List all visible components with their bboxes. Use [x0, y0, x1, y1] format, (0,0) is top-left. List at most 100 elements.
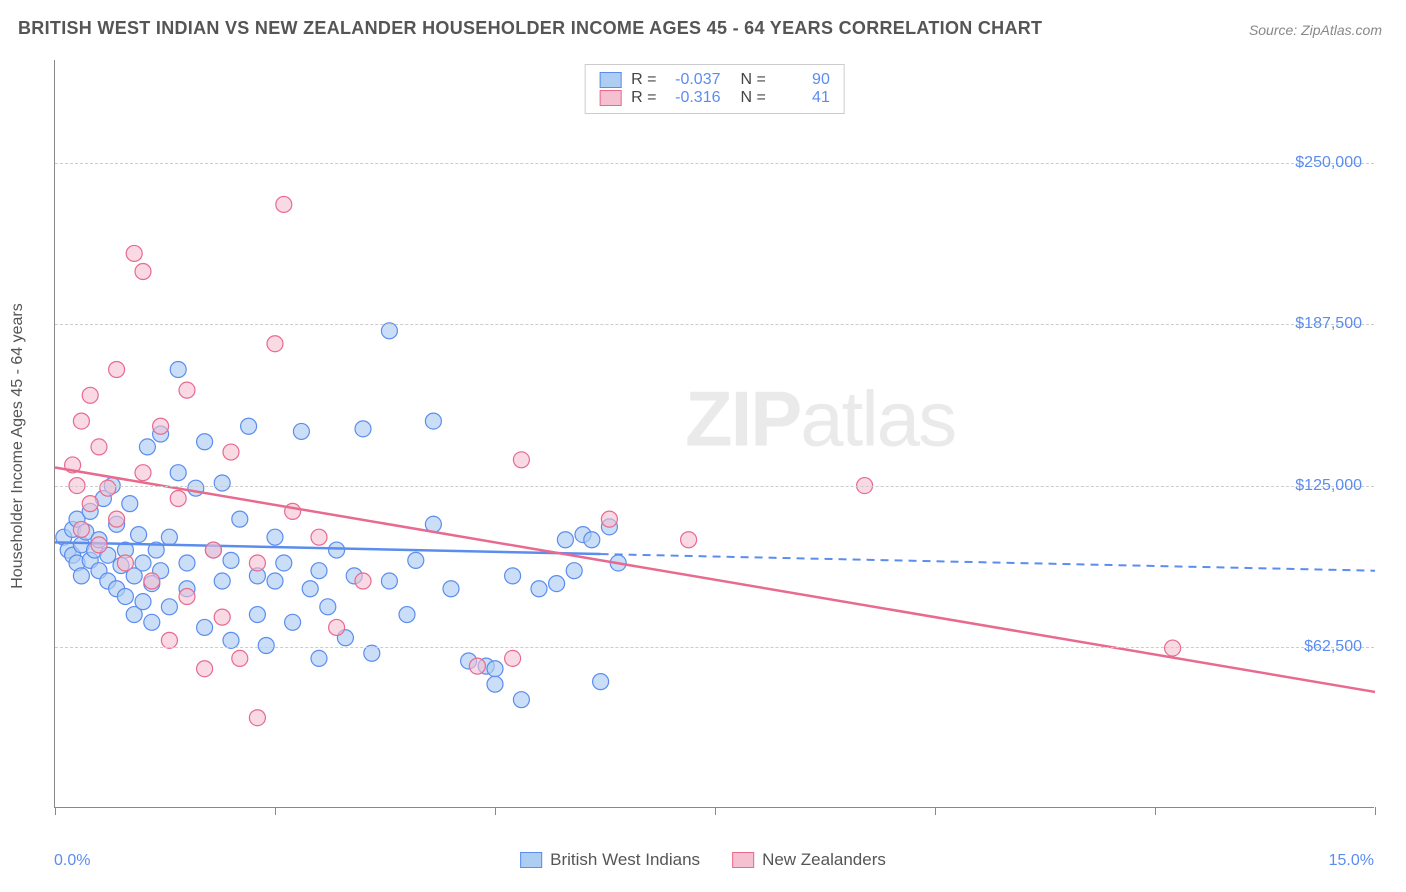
- data-point: [170, 465, 186, 481]
- legend-n-value: 41: [776, 89, 830, 107]
- data-point: [267, 336, 283, 352]
- chart-container: BRITISH WEST INDIAN VS NEW ZEALANDER HOU…: [0, 0, 1406, 892]
- data-point: [188, 480, 204, 496]
- legend-n-value: 90: [776, 71, 830, 89]
- data-point: [82, 496, 98, 512]
- data-point: [469, 658, 485, 674]
- data-point: [681, 532, 697, 548]
- data-point: [122, 496, 138, 512]
- data-point: [91, 439, 107, 455]
- data-point: [593, 674, 609, 690]
- legend-label: British West Indians: [550, 850, 700, 870]
- data-point: [73, 413, 89, 429]
- data-point: [329, 542, 345, 558]
- x-axis-min-label: 0.0%: [54, 852, 90, 870]
- chart-title: BRITISH WEST INDIAN VS NEW ZEALANDER HOU…: [18, 18, 1042, 39]
- data-point: [205, 542, 221, 558]
- data-point: [117, 588, 133, 604]
- data-point: [214, 609, 230, 625]
- data-point: [276, 196, 292, 212]
- y-tick-label: $125,000: [1295, 477, 1362, 495]
- data-point: [505, 568, 521, 584]
- data-point: [285, 614, 301, 630]
- data-point: [117, 555, 133, 571]
- data-point: [241, 418, 257, 434]
- data-point: [381, 573, 397, 589]
- data-point: [249, 710, 265, 726]
- data-point: [601, 511, 617, 527]
- legend-row: R = -0.037 N = 90: [599, 71, 830, 89]
- data-point: [566, 563, 582, 579]
- data-point: [505, 650, 521, 666]
- swatch-icon: [732, 852, 754, 868]
- data-point: [232, 650, 248, 666]
- legend-n-label: N =: [741, 89, 766, 107]
- data-point: [355, 421, 371, 437]
- data-point: [258, 638, 274, 654]
- legend-series: British West Indians New Zealanders: [520, 850, 886, 870]
- data-point: [513, 452, 529, 468]
- data-point: [249, 555, 265, 571]
- data-point: [197, 661, 213, 677]
- data-point: [144, 573, 160, 589]
- data-point: [131, 527, 147, 543]
- data-point: [109, 362, 125, 378]
- data-point: [311, 529, 327, 545]
- data-point: [214, 573, 230, 589]
- data-point: [179, 588, 195, 604]
- legend-r-label: R =: [631, 89, 656, 107]
- legend-correlation: R = -0.037 N = 90 R = -0.316 N = 41: [584, 64, 845, 114]
- data-point: [249, 607, 265, 623]
- data-point: [311, 563, 327, 579]
- data-point: [487, 676, 503, 692]
- data-point: [311, 650, 327, 666]
- data-point: [109, 511, 125, 527]
- data-point: [170, 362, 186, 378]
- data-point: [320, 599, 336, 615]
- plot-svg: [55, 60, 1374, 807]
- trend-line: [55, 542, 601, 554]
- legend-item: British West Indians: [520, 850, 700, 870]
- data-point: [135, 264, 151, 280]
- y-axis-title: Householder Income Ages 45 - 64 years: [9, 303, 27, 589]
- data-point: [408, 552, 424, 568]
- data-point: [329, 619, 345, 635]
- data-point: [531, 581, 547, 597]
- data-point: [1165, 640, 1181, 656]
- source-label: Source: ZipAtlas.com: [1249, 22, 1382, 38]
- data-point: [355, 573, 371, 589]
- data-point: [214, 475, 230, 491]
- swatch-icon: [599, 72, 621, 88]
- data-point: [179, 382, 195, 398]
- legend-n-label: N =: [741, 71, 766, 89]
- y-tick-label: $250,000: [1295, 154, 1362, 172]
- data-point: [135, 465, 151, 481]
- data-point: [197, 619, 213, 635]
- data-point: [197, 434, 213, 450]
- legend-item: New Zealanders: [732, 850, 886, 870]
- data-point: [584, 532, 600, 548]
- y-tick-label: $62,500: [1304, 638, 1362, 656]
- swatch-icon: [520, 852, 542, 868]
- data-point: [302, 581, 318, 597]
- data-point: [267, 573, 283, 589]
- legend-r-label: R =: [631, 71, 656, 89]
- swatch-icon: [599, 90, 621, 106]
- data-point: [549, 576, 565, 592]
- data-point: [267, 529, 283, 545]
- data-point: [161, 529, 177, 545]
- legend-row: R = -0.316 N = 41: [599, 89, 830, 107]
- data-point: [161, 599, 177, 615]
- data-point: [73, 568, 89, 584]
- data-point: [399, 607, 415, 623]
- data-point: [144, 614, 160, 630]
- data-point: [443, 581, 459, 597]
- data-point: [139, 439, 155, 455]
- data-point: [513, 692, 529, 708]
- data-point: [425, 413, 441, 429]
- data-point: [91, 537, 107, 553]
- data-point: [170, 490, 186, 506]
- legend-r-value: -0.316: [667, 89, 721, 107]
- legend-r-value: -0.037: [667, 71, 721, 89]
- data-point: [179, 555, 195, 571]
